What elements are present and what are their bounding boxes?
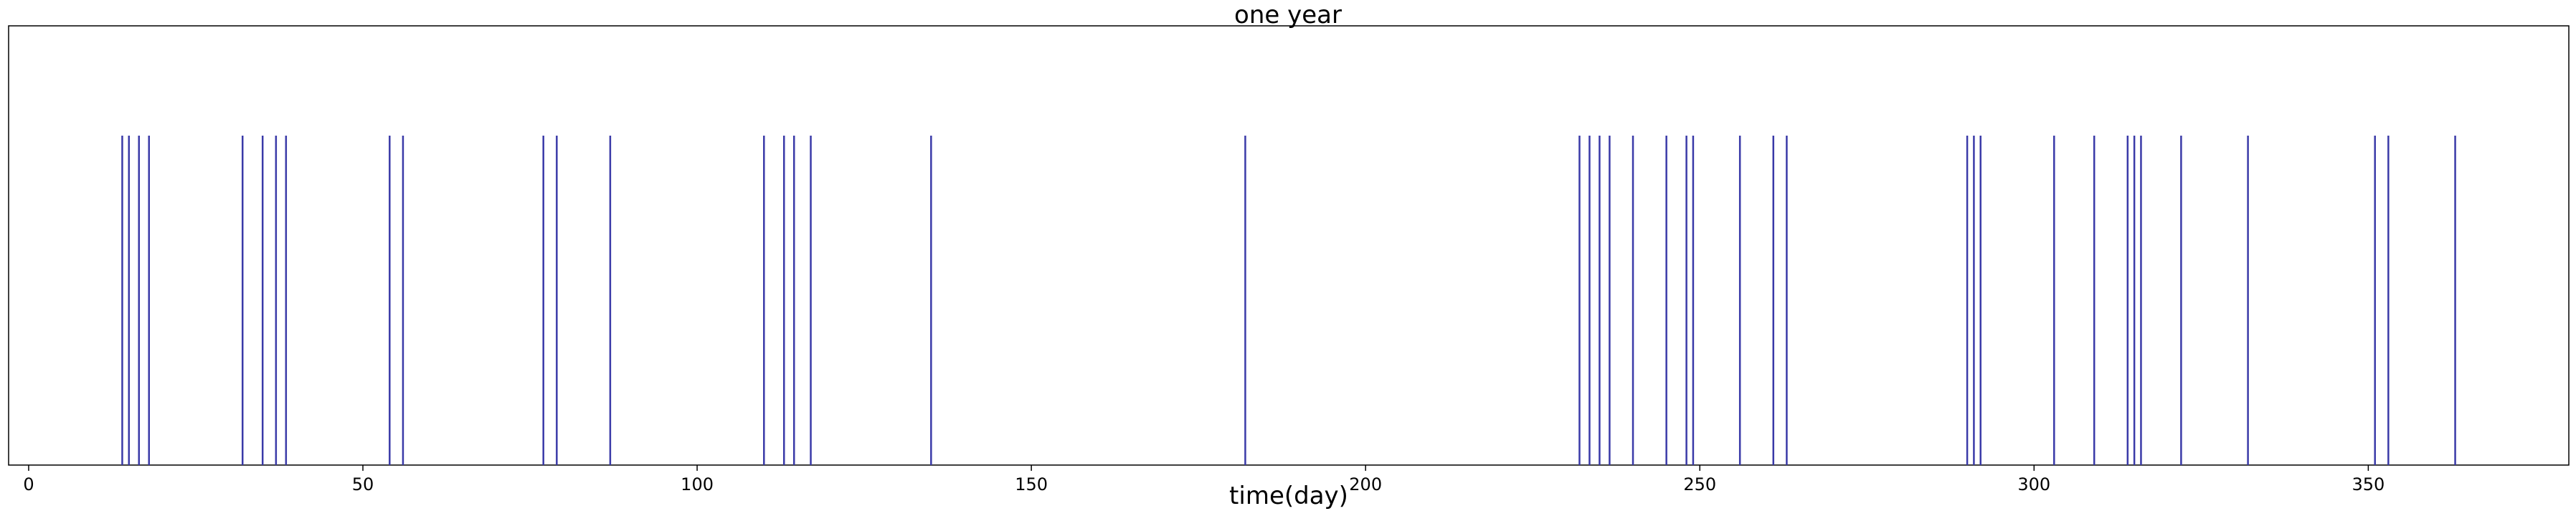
- x-tick-label: 150: [1015, 474, 1048, 494]
- x-tick-label: 250: [1683, 474, 1716, 494]
- event-lines: [121, 136, 2456, 465]
- x-tick-label: 200: [1349, 474, 1382, 494]
- x-tick-label: 0: [23, 474, 34, 494]
- plot-area-frame: [8, 25, 2570, 466]
- x-tick-label: 300: [2017, 474, 2050, 494]
- x-tick-label: 100: [681, 474, 714, 494]
- x-axis-label: time(day): [1229, 482, 1348, 510]
- x-tick-label: 50: [352, 474, 374, 494]
- x-tick-label: 350: [2352, 474, 2385, 494]
- chart-title: one year: [1234, 1, 1342, 29]
- x-axis: 0 50 100 150 200 250 300 350: [23, 465, 2385, 494]
